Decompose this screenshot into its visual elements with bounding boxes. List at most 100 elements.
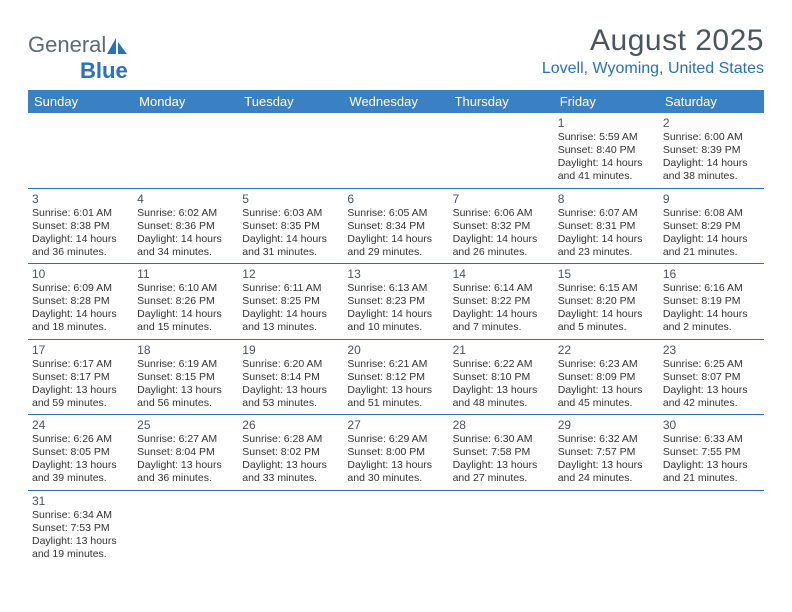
day-info-line: Sunset: 8:20 PM xyxy=(558,295,655,308)
day-info: Sunrise: 6:21 AMSunset: 8:12 PMDaylight:… xyxy=(347,358,444,411)
calendar-day: 30Sunrise: 6:33 AMSunset: 7:55 PMDayligh… xyxy=(659,415,764,491)
calendar-day: 29Sunrise: 6:32 AMSunset: 7:57 PMDayligh… xyxy=(554,415,659,491)
calendar-day: 5Sunrise: 6:03 AMSunset: 8:35 PMDaylight… xyxy=(238,188,343,264)
day-info: Sunrise: 6:20 AMSunset: 8:14 PMDaylight:… xyxy=(242,358,339,411)
day-info: Sunrise: 6:27 AMSunset: 8:04 PMDaylight:… xyxy=(137,433,234,486)
day-info-line: Daylight: 13 hours xyxy=(347,384,444,397)
calendar-day: 21Sunrise: 6:22 AMSunset: 8:10 PMDayligh… xyxy=(449,339,554,415)
day-info-line: Daylight: 13 hours xyxy=(32,535,129,548)
calendar-day-empty xyxy=(238,113,343,188)
day-info-line: Daylight: 13 hours xyxy=(453,459,550,472)
day-info-line: Daylight: 13 hours xyxy=(242,459,339,472)
day-info-line: Daylight: 14 hours xyxy=(242,233,339,246)
day-info-line: Daylight: 13 hours xyxy=(137,459,234,472)
day-number: 30 xyxy=(663,418,760,432)
day-info: Sunrise: 6:23 AMSunset: 8:09 PMDaylight:… xyxy=(558,358,655,411)
day-info-line: Daylight: 13 hours xyxy=(558,459,655,472)
day-info-line: Sunset: 7:53 PM xyxy=(32,522,129,535)
day-header: Monday xyxy=(133,90,238,113)
day-info-line: Sunset: 8:35 PM xyxy=(242,220,339,233)
day-info: Sunrise: 6:19 AMSunset: 8:15 PMDaylight:… xyxy=(137,358,234,411)
day-info-line: Sunrise: 6:02 AM xyxy=(137,207,234,220)
day-info-line: Daylight: 13 hours xyxy=(242,384,339,397)
day-info-line: and 41 minutes. xyxy=(558,170,655,183)
day-info-line: Sunrise: 6:10 AM xyxy=(137,282,234,295)
day-info: Sunrise: 6:33 AMSunset: 7:55 PMDaylight:… xyxy=(663,433,760,486)
calendar-day: 11Sunrise: 6:10 AMSunset: 8:26 PMDayligh… xyxy=(133,264,238,340)
day-info: Sunrise: 5:59 AMSunset: 8:40 PMDaylight:… xyxy=(558,131,655,184)
day-info-line: Sunrise: 6:26 AM xyxy=(32,433,129,446)
day-number: 21 xyxy=(453,343,550,357)
calendar-day: 16Sunrise: 6:16 AMSunset: 8:19 PMDayligh… xyxy=(659,264,764,340)
day-info: Sunrise: 6:13 AMSunset: 8:23 PMDaylight:… xyxy=(347,282,444,335)
day-info-line: and 38 minutes. xyxy=(663,170,760,183)
calendar-week: 10Sunrise: 6:09 AMSunset: 8:28 PMDayligh… xyxy=(28,264,764,340)
day-info-line: Sunrise: 6:20 AM xyxy=(242,358,339,371)
day-info-line: Sunset: 7:55 PM xyxy=(663,446,760,459)
day-info-line: Sunrise: 6:07 AM xyxy=(558,207,655,220)
day-info-line: and 23 minutes. xyxy=(558,246,655,259)
day-info-line: and 31 minutes. xyxy=(242,246,339,259)
calendar-day: 3Sunrise: 6:01 AMSunset: 8:38 PMDaylight… xyxy=(28,188,133,264)
day-info-line: Sunset: 8:28 PM xyxy=(32,295,129,308)
calendar-day: 10Sunrise: 6:09 AMSunset: 8:28 PMDayligh… xyxy=(28,264,133,340)
day-info: Sunrise: 6:14 AMSunset: 8:22 PMDaylight:… xyxy=(453,282,550,335)
day-info-line: and 48 minutes. xyxy=(453,397,550,410)
day-info-line: Sunrise: 6:00 AM xyxy=(663,131,760,144)
day-info: Sunrise: 6:22 AMSunset: 8:10 PMDaylight:… xyxy=(453,358,550,411)
day-number: 20 xyxy=(347,343,444,357)
calendar-week: 3Sunrise: 6:01 AMSunset: 8:38 PMDaylight… xyxy=(28,188,764,264)
sail-icon xyxy=(106,37,128,55)
location-text: Lovell, Wyoming, United States xyxy=(542,60,764,78)
day-info: Sunrise: 6:15 AMSunset: 8:20 PMDaylight:… xyxy=(558,282,655,335)
day-info-line: Sunset: 8:23 PM xyxy=(347,295,444,308)
day-info-line: and 19 minutes. xyxy=(32,548,129,561)
day-info-line: and 21 minutes. xyxy=(663,246,760,259)
day-number: 3 xyxy=(32,192,129,206)
calendar-week: 17Sunrise: 6:17 AMSunset: 8:17 PMDayligh… xyxy=(28,339,764,415)
day-info: Sunrise: 6:25 AMSunset: 8:07 PMDaylight:… xyxy=(663,358,760,411)
day-info-line: and 53 minutes. xyxy=(242,397,339,410)
day-info-line: Sunset: 8:19 PM xyxy=(663,295,760,308)
calendar-week: 31Sunrise: 6:34 AMSunset: 7:53 PMDayligh… xyxy=(28,490,764,565)
day-info-line: Daylight: 14 hours xyxy=(453,233,550,246)
day-number: 5 xyxy=(242,192,339,206)
day-info-line: and 5 minutes. xyxy=(558,321,655,334)
day-info-line: Daylight: 14 hours xyxy=(558,308,655,321)
day-info-line: Sunrise: 6:14 AM xyxy=(453,282,550,295)
calendar-head: SundayMondayTuesdayWednesdayThursdayFrid… xyxy=(28,90,764,113)
day-number: 15 xyxy=(558,267,655,281)
day-info-line: Sunset: 8:04 PM xyxy=(137,446,234,459)
day-info-line: Daylight: 13 hours xyxy=(453,384,550,397)
calendar-day: 2Sunrise: 6:00 AMSunset: 8:39 PMDaylight… xyxy=(659,113,764,188)
day-number: 10 xyxy=(32,267,129,281)
day-info-line: and 30 minutes. xyxy=(347,472,444,485)
header: GeneralBlue August 2025 Lovell, Wyoming,… xyxy=(28,24,764,84)
day-info: Sunrise: 6:06 AMSunset: 8:32 PMDaylight:… xyxy=(453,207,550,260)
calendar-day: 18Sunrise: 6:19 AMSunset: 8:15 PMDayligh… xyxy=(133,339,238,415)
day-info-line: Sunset: 8:39 PM xyxy=(663,144,760,157)
title-block: August 2025 Lovell, Wyoming, United Stat… xyxy=(542,24,764,78)
day-info-line: and 51 minutes. xyxy=(347,397,444,410)
day-info-line: and 45 minutes. xyxy=(558,397,655,410)
day-info-line: Daylight: 14 hours xyxy=(347,233,444,246)
calendar-table: SundayMondayTuesdayWednesdayThursdayFrid… xyxy=(28,90,764,565)
day-info-line: Sunrise: 6:08 AM xyxy=(663,207,760,220)
day-info-line: and 39 minutes. xyxy=(32,472,129,485)
day-info-line: Daylight: 14 hours xyxy=(558,233,655,246)
day-info-line: Daylight: 13 hours xyxy=(558,384,655,397)
day-number: 22 xyxy=(558,343,655,357)
calendar-day-empty xyxy=(554,490,659,565)
calendar-day: 8Sunrise: 6:07 AMSunset: 8:31 PMDaylight… xyxy=(554,188,659,264)
day-info-line: Daylight: 14 hours xyxy=(32,308,129,321)
day-info: Sunrise: 6:34 AMSunset: 7:53 PMDaylight:… xyxy=(32,509,129,562)
day-info-line: Sunrise: 6:29 AM xyxy=(347,433,444,446)
day-info-line: Daylight: 14 hours xyxy=(663,157,760,170)
calendar-day: 13Sunrise: 6:13 AMSunset: 8:23 PMDayligh… xyxy=(343,264,448,340)
calendar-day: 25Sunrise: 6:27 AMSunset: 8:04 PMDayligh… xyxy=(133,415,238,491)
day-info: Sunrise: 6:03 AMSunset: 8:35 PMDaylight:… xyxy=(242,207,339,260)
day-info-line: and 42 minutes. xyxy=(663,397,760,410)
day-number: 25 xyxy=(137,418,234,432)
day-info-line: and 21 minutes. xyxy=(663,472,760,485)
day-info-line: and 26 minutes. xyxy=(453,246,550,259)
